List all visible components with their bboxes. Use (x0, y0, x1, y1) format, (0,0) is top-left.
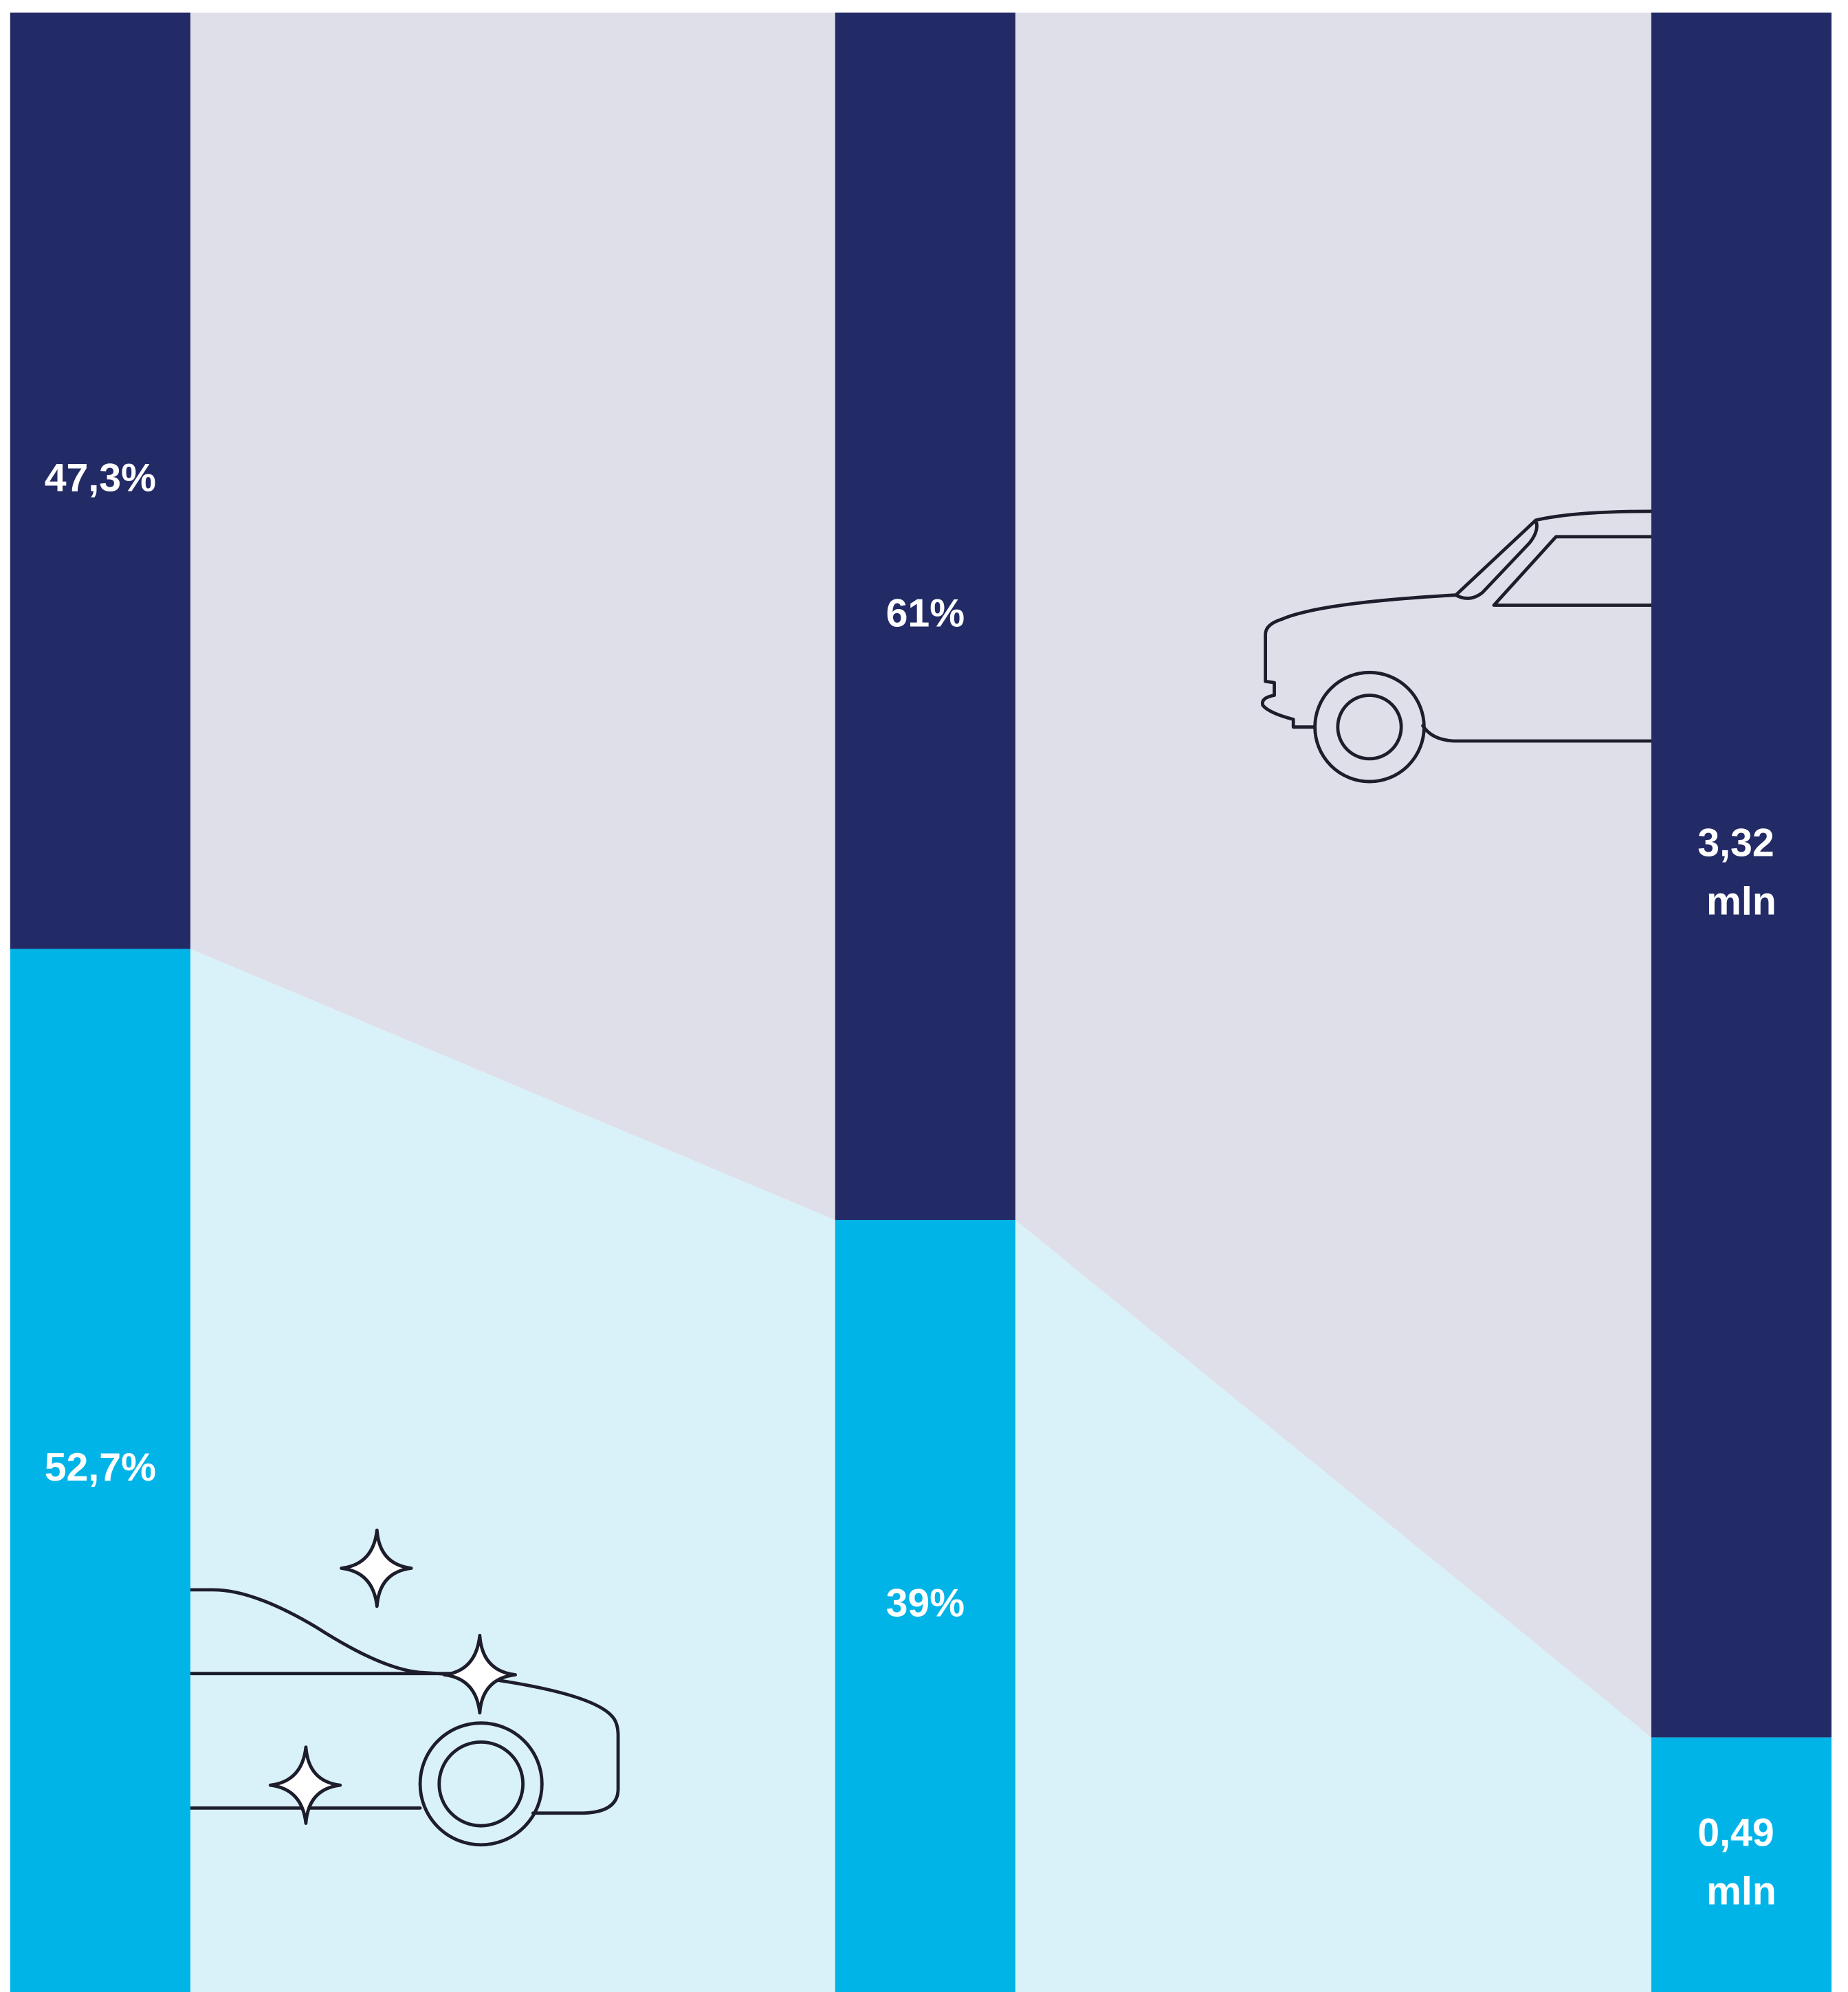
bar-segment (1651, 12, 1832, 1738)
data-label: 39% (886, 1582, 965, 1626)
upper-area (1015, 12, 1651, 1738)
data-label-line: 47,3% (45, 456, 156, 500)
data-label: 0,49 mln (1697, 1811, 1785, 1913)
old-car (1260, 509, 1653, 743)
car-icons (188, 509, 1653, 1847)
bar-segment (10, 12, 190, 949)
data-label: 61% (886, 592, 965, 636)
data-label: 52,7% (45, 1446, 156, 1490)
new-car-wheel (418, 1721, 544, 1847)
sparkle (442, 1633, 517, 1715)
data-label-line: 39% (886, 1582, 965, 1626)
old-car-wheel (1313, 670, 1426, 784)
lower-area (1015, 1219, 1651, 1992)
data-label-line: mln (1706, 880, 1776, 924)
data-label-line: 0,49 (1697, 1811, 1785, 1855)
data-label-line: 3,32 (1697, 821, 1785, 865)
upper-area (190, 12, 835, 1220)
data-label-line: mln (1706, 1869, 1776, 1913)
bar-segment (835, 12, 1015, 1220)
bar-segment (835, 1219, 1015, 1992)
data-label: 3,32 mln (1697, 821, 1785, 924)
new-car-hub (437, 1740, 525, 1828)
lower-area (190, 949, 835, 1992)
sparkle (340, 1528, 413, 1608)
data-label: 47,3% (45, 456, 156, 500)
bar-segment (10, 949, 190, 1992)
old-car-hub (1336, 694, 1403, 761)
data-label-line: 52,7% (45, 1446, 156, 1490)
connector-areas (190, 12, 1651, 1992)
sparkle (268, 1745, 342, 1825)
bar-segment (1651, 1737, 1832, 1992)
data-label-line: 61% (886, 592, 965, 636)
